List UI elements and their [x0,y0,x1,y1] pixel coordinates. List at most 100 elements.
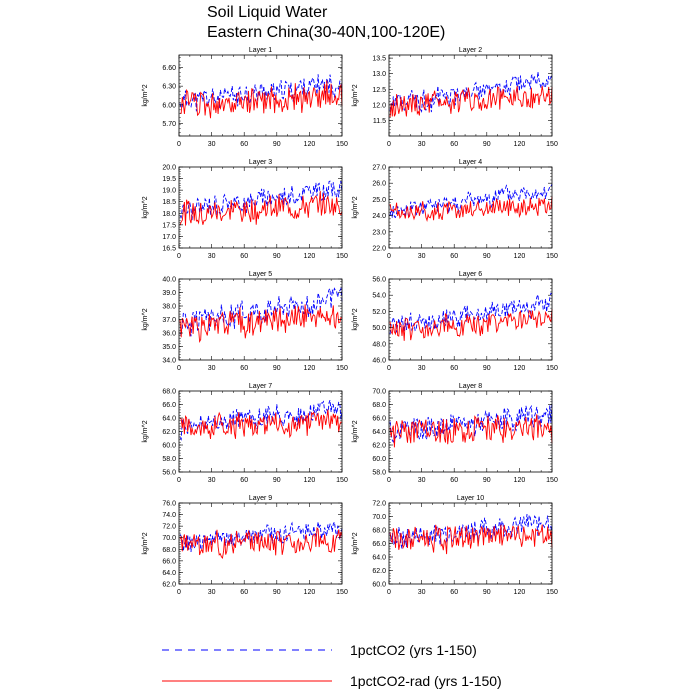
panel-title: Layer 4 [459,159,482,166]
y-axis-label: kg/m^2 [352,84,359,106]
x-tick-label: 60 [240,589,248,596]
y-tick-label: 66.0 [162,558,176,565]
series-line-1pctco2-rad [179,526,343,559]
x-tick-label: 120 [514,141,526,148]
series-line-1pctco2-rad [179,409,343,440]
panel-layer-9: Layer 9 kg/m^2 0 30 60 90 120 150 62.0 64.0 66.0 68… [142,495,348,596]
y-tick-label: 12.0 [372,102,386,109]
y-tick-label: 52.0 [372,309,386,316]
x-tick-label: 30 [208,477,216,484]
x-tick-label: 60 [450,365,458,372]
panel-layer-3: Layer 3 kg/m^2 0 30 60 90 120 150 16.5 17.0 17.5 18… [142,159,348,260]
x-tick-label: 60 [240,253,248,260]
x-tick-label: 150 [546,253,558,260]
y-tick-label: 54.0 [372,293,386,300]
x-tick-label: 120 [304,141,316,148]
x-tick-label: 0 [387,141,391,148]
legend-label-1pctco2: 1pctCO2 (yrs 1-150) [350,642,477,658]
y-tick-label: 62.0 [372,443,386,450]
y-tick-label: 68.0 [162,547,176,554]
plot-frame [388,166,553,249]
figure-title-line1: Soil Liquid Water [207,4,328,21]
y-tick-label: 64.0 [162,416,176,423]
x-tick-label: 30 [418,141,426,148]
panel-title: Layer 5 [249,271,272,278]
x-tick-label: 30 [208,141,216,148]
plot-frame [178,502,343,585]
x-tick-label: 120 [304,365,316,372]
panel-title: Layer 1 [249,47,272,54]
x-tick-label: 90 [483,477,491,484]
y-axis-label: kg/m^2 [142,420,149,442]
y-tick-label: 62.0 [162,429,176,436]
x-tick-label: 0 [387,589,391,596]
panel-layer-10: Layer 10 kg/m^2 0 30 60 90 120 150 60.0 62.0 64.0 6… [352,495,558,596]
series-line-1pctco2-rad [179,304,343,343]
y-tick-label: 68.0 [162,389,176,396]
y-tick-label: 11.5 [373,118,386,125]
series-line-1pctco2 [389,292,553,335]
y-tick-label: 48.0 [372,341,386,348]
x-tick-label: 0 [387,365,391,372]
y-tick-label: 64.0 [372,429,386,436]
x-tick-label: 0 [177,365,181,372]
x-tick-label: 150 [336,141,348,148]
y-tick-label: 72.0 [162,524,176,531]
y-tick-label: 74.0 [162,512,176,519]
plot-frame [388,278,553,361]
panel-layer-4: Layer 4 kg/m^2 0 30 60 90 120 150 22.0 23.0 24.0 25… [352,159,558,260]
x-tick-label: 60 [240,365,248,372]
y-tick-label: 13.5 [372,56,386,63]
panel-title: Layer 9 [249,495,272,502]
y-tick-label: 64.0 [372,555,386,562]
x-tick-label: 0 [387,253,391,260]
y-tick-label: 16.5 [162,246,176,253]
y-tick-label: 6.60 [162,65,176,72]
x-tick-label: 30 [418,365,426,372]
panels-group: Layer 1 kg/m^2 0 30 60 90 120 150 5.70 6.00 6.30 6.… [142,47,558,596]
y-tick-label: 36.0 [162,331,176,338]
x-tick-label: 0 [177,253,181,260]
plot-frame [178,166,343,249]
x-tick-label: 150 [336,477,348,484]
x-tick-label: 30 [418,589,426,596]
x-tick-label: 30 [418,477,426,484]
x-tick-label: 30 [418,253,426,260]
series-line-1pctco2 [389,513,553,549]
panel-layer-6: Layer 6 kg/m^2 0 30 60 90 120 150 46.0 48.0 50.0 52… [352,271,558,372]
x-tick-label: 90 [483,253,491,260]
x-tick-label: 150 [546,477,558,484]
x-tick-label: 60 [240,477,248,484]
panel-title: Layer 7 [249,383,272,390]
y-tick-label: 27.0 [372,165,386,172]
y-tick-label: 17.0 [162,234,176,241]
y-tick-label: 70.0 [162,535,176,542]
series-line-1pctco2 [179,74,343,112]
y-tick-label: 40.0 [162,277,176,284]
y-axis-label: kg/m^2 [352,532,359,554]
y-tick-label: 66.0 [162,402,176,409]
y-tick-label: 62.0 [162,582,176,589]
y-tick-label: 76.0 [162,501,176,508]
x-tick-label: 90 [483,365,491,372]
x-tick-label: 150 [336,253,348,260]
y-tick-label: 39.0 [162,290,176,297]
y-tick-label: 23.0 [372,229,386,236]
y-axis-label: kg/m^2 [142,84,149,106]
series-line-1pctco2-rad [389,85,553,118]
y-tick-label: 60.0 [372,582,386,589]
y-tick-label: 50.0 [372,325,386,332]
panel-title: Layer 10 [457,495,484,502]
series-line-1pctco2-rad [389,308,553,341]
x-tick-label: 90 [273,365,281,372]
panel-title: Layer 6 [459,271,482,278]
y-tick-label: 70.0 [372,514,386,521]
y-tick-label: 60.0 [372,456,386,463]
x-tick-label: 30 [208,253,216,260]
y-tick-label: 26.0 [372,181,386,188]
series-line-1pctco2 [179,287,343,337]
series-line-1pctco2-rad [389,524,553,555]
x-tick-label: 150 [336,589,348,596]
y-tick-label: 62.0 [372,568,386,575]
series-line-1pctco2 [389,401,553,443]
